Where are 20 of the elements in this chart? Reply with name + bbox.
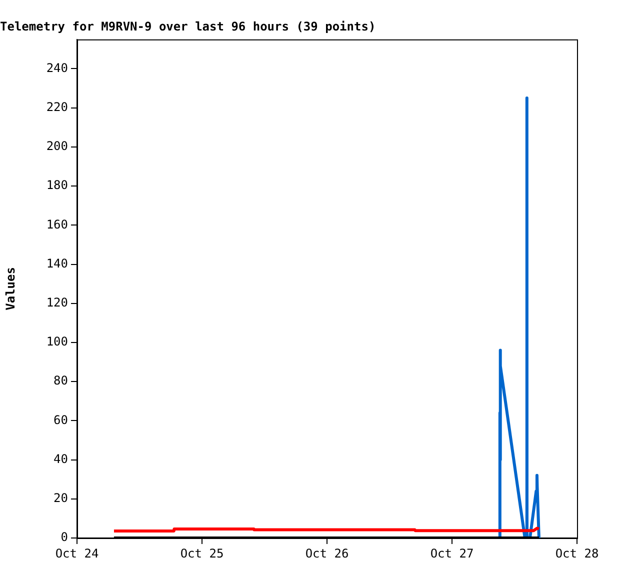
- y-tick-label: 180: [46, 178, 68, 192]
- chart-title: Telemetry for M9RVN-9 over last 96 hours (39 points): [0, 19, 376, 34]
- y-tick-label: 240: [46, 60, 68, 75]
- x-tick-label: Oct 27: [430, 546, 474, 560]
- y-tick-label: 0: [60, 530, 68, 544]
- x-tick-label: Oct 24: [55, 546, 99, 560]
- y-tick-label: 220: [46, 100, 68, 114]
- y-tick-label: 120: [46, 295, 68, 310]
- y-axis-title: Values: [3, 267, 18, 310]
- y-tick-label: 60: [54, 412, 68, 427]
- y-tick-label: 100: [46, 334, 68, 349]
- y-tick-label: 80: [54, 374, 68, 388]
- y-tick-label: 160: [46, 217, 68, 232]
- y-tick-label: 140: [46, 256, 68, 270]
- y-tick-label: 20: [54, 491, 68, 506]
- x-tick-label: Oct 25: [180, 546, 224, 560]
- y-tick-label: 200: [46, 139, 68, 154]
- y-tick-label: 40: [54, 452, 68, 466]
- x-tick-label: Oct 28: [555, 546, 599, 560]
- x-tick-label: Oct 26: [305, 546, 349, 560]
